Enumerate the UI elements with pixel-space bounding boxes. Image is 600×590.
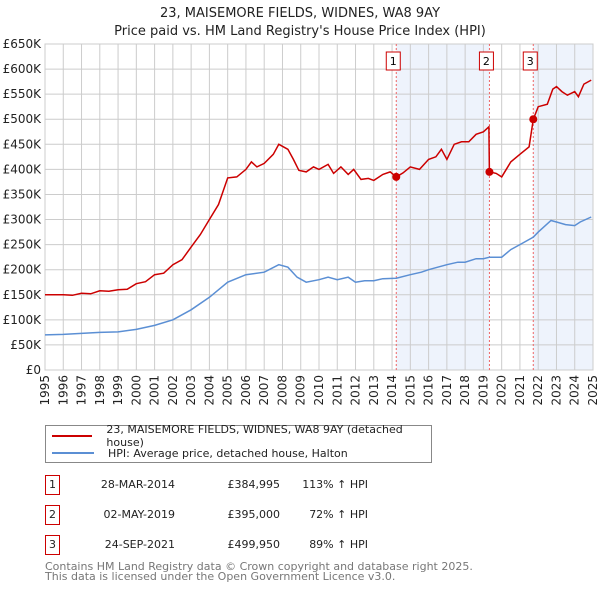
x-tick-label: 2007 xyxy=(257,375,271,406)
x-tick-label: 2023 xyxy=(549,375,563,406)
plot-frame xyxy=(44,43,594,371)
y-tick-label: £300K xyxy=(3,213,43,227)
x-tick-label: 2025 xyxy=(586,375,600,406)
transaction-marker: 2 xyxy=(45,505,60,525)
x-tick-label: 1997 xyxy=(75,375,89,406)
y-tick-label: £350K xyxy=(3,187,43,201)
legend-item-property: 23, MAISEMORE FIELDS, WIDNES, WA8 9AY (d… xyxy=(46,423,431,449)
x-tick-label: 2009 xyxy=(294,375,308,406)
y-tick-label: £450K xyxy=(3,137,43,151)
x-tick-label: 2003 xyxy=(184,375,198,406)
x-tick-label: 2000 xyxy=(129,375,143,406)
footer-copyright: Contains HM Land Registry data © Crown c… xyxy=(45,560,473,573)
x-tick-label: 2002 xyxy=(166,375,180,406)
footer-licence: This data is licensed under the Open Gov… xyxy=(45,570,396,583)
transaction-marker: 3 xyxy=(45,535,60,555)
x-tick-label: 1998 xyxy=(93,375,107,406)
transaction-row: 1 28-MAR-2014 £384,995 113% ↑ HPI xyxy=(45,475,465,495)
sale-point xyxy=(392,172,401,181)
x-tick-label: 2021 xyxy=(513,375,527,406)
x-tick-label: 2006 xyxy=(239,375,253,406)
transaction-row: 2 02-MAY-2019 £395,000 72% ↑ HPI xyxy=(45,505,465,525)
x-tick-label: 2005 xyxy=(221,375,235,406)
y-tick-label: £50K xyxy=(10,338,42,352)
y-tick-label: £550K xyxy=(3,87,43,101)
legend-item-hpi: HPI: Average price, detached house, Halt… xyxy=(46,445,348,461)
transaction-hpi: 89% ↑ HPI xyxy=(309,538,368,551)
transaction-date: 24-SEP-2021 xyxy=(104,538,175,551)
x-tick-label: 2016 xyxy=(422,375,436,406)
sale-label: 1 xyxy=(390,55,397,68)
y-tick-label: £250K xyxy=(3,238,43,252)
sale-point xyxy=(485,167,494,176)
y-tick-label: £150K xyxy=(3,288,43,302)
x-tick-label: 2020 xyxy=(495,375,509,406)
legend-swatch-property xyxy=(52,435,93,437)
property-price-line xyxy=(45,79,592,297)
x-tick-label: 2018 xyxy=(458,375,472,406)
sale-label: 2 xyxy=(483,55,490,68)
transaction-row: 3 24-SEP-2021 £499,950 89% ↑ HPI xyxy=(45,535,465,555)
y-tick-label: £500K xyxy=(3,112,43,126)
y-tick-label: £200K xyxy=(3,263,43,277)
x-tick-label: 2013 xyxy=(367,375,381,406)
x-tick-label: 2008 xyxy=(275,375,289,406)
transaction-date: 02-MAY-2019 xyxy=(103,508,175,521)
x-tick-label: 2010 xyxy=(312,375,326,406)
y-tick-label: £600K xyxy=(3,62,43,76)
x-tick-label: 2022 xyxy=(531,375,545,406)
transaction-price: £384,995 xyxy=(227,478,281,491)
x-tick-label: 2012 xyxy=(349,375,363,406)
transaction-price: £499,950 xyxy=(227,538,281,551)
legend-label-property: 23, MAISEMORE FIELDS, WIDNES, WA8 9AY (d… xyxy=(106,423,403,449)
x-tick-label: 2015 xyxy=(403,375,417,406)
shaded-period xyxy=(533,44,593,370)
hpi-line xyxy=(44,216,592,336)
transaction-hpi: 113% ↑ HPI xyxy=(302,478,368,491)
x-tick-label: 2019 xyxy=(476,375,490,406)
x-tick-label: 2004 xyxy=(202,375,216,406)
sale-label: 3 xyxy=(527,55,534,68)
x-tick-label: 1999 xyxy=(111,375,125,406)
x-tick-label: 1996 xyxy=(56,375,70,406)
x-tick-label: 2014 xyxy=(385,375,399,406)
sale-label-box xyxy=(478,51,494,71)
legend-label-hpi: HPI: Average price, detached house, Halt… xyxy=(108,446,348,460)
y-tick-label: £400K xyxy=(3,162,43,176)
legend-swatch-hpi xyxy=(52,452,94,454)
y-tick-label: £0 xyxy=(26,363,41,377)
transaction-marker: 1 xyxy=(45,475,60,495)
price-chart: 23, MAISEMORE FIELDS, WIDNES, WA8 9AY Pr… xyxy=(3,6,600,406)
x-tick-label: 2024 xyxy=(568,375,582,406)
y-tick-label: £100K xyxy=(3,313,43,327)
transaction-price: £395,000 xyxy=(227,508,281,521)
x-tick-label: 1995 xyxy=(38,375,52,406)
x-tick-label: 2011 xyxy=(330,375,344,406)
shaded-period xyxy=(396,44,490,370)
footer: Contains HM Land Registry data © Crown c… xyxy=(45,560,473,583)
x-tick-label: 2017 xyxy=(440,375,454,406)
transaction-date: 28-MAR-2014 xyxy=(100,478,175,491)
y-tick-label: £650K xyxy=(3,37,43,51)
legend: 23, MAISEMORE FIELDS, WIDNES, WA8 9AY (d… xyxy=(45,423,432,463)
sale-label-box xyxy=(385,51,401,71)
sale-point xyxy=(529,115,538,124)
chart-subtitle: Price paid vs. HM Land Registry's House … xyxy=(114,24,486,39)
x-tick-label: 2001 xyxy=(148,375,162,406)
chart-title: 23, MAISEMORE FIELDS, WIDNES, WA8 9AY xyxy=(160,6,440,21)
sale-label-box xyxy=(522,51,538,71)
transaction-hpi: 72% ↑ HPI xyxy=(309,508,368,521)
